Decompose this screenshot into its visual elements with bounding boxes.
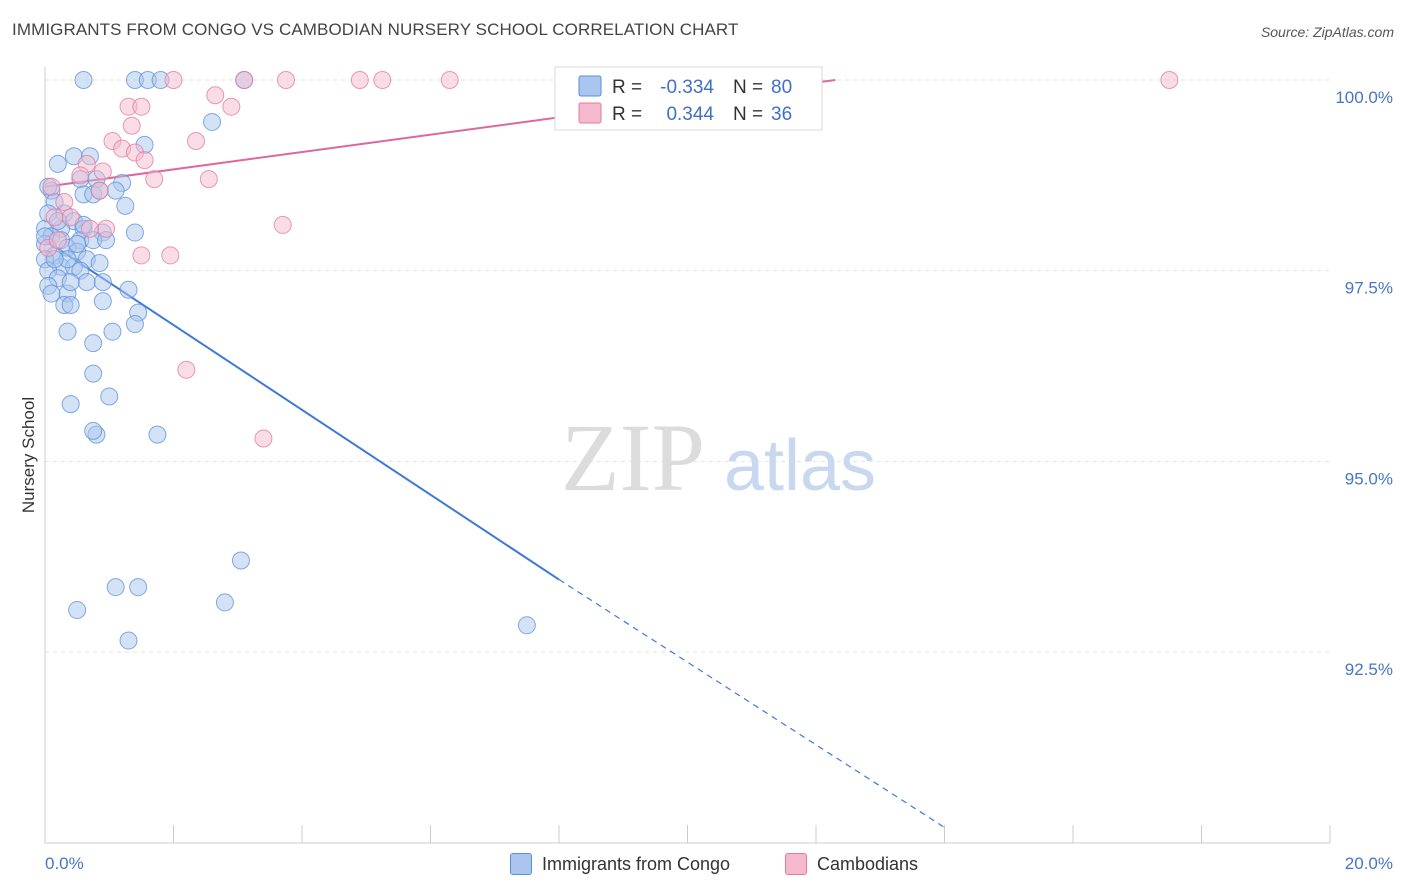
congo-point-77 <box>42 284 61 303</box>
cambodians-point-3 <box>350 71 369 89</box>
cambodians-point-20 <box>145 170 164 189</box>
x-tick-max: 20.0% <box>1345 854 1393 873</box>
cambodians-point-26 <box>97 219 116 238</box>
congo-point-56 <box>84 364 103 383</box>
y-tick-label-2: 95.0% <box>1345 469 1393 488</box>
legend-r-label-congo: R = <box>612 77 642 98</box>
congo-point-17 <box>116 196 135 215</box>
congo-point-50 <box>61 295 80 314</box>
legend-r-value-cambodians: 0.344 <box>666 104 714 125</box>
legend-n-value-cambodians: 36 <box>771 104 792 125</box>
watermark: ZIP atlas <box>561 404 876 511</box>
cambodians-point-30 <box>177 360 196 379</box>
watermark-zip: ZIP <box>561 404 705 511</box>
cambodians-point-6 <box>1160 71 1179 89</box>
y-tick-label-0: 100.0% <box>1335 88 1393 107</box>
cambodians-point-16 <box>135 151 154 170</box>
congo-point-43 <box>77 273 96 292</box>
cambodians-point-35 <box>93 162 112 181</box>
cambodians-point-1 <box>235 71 254 89</box>
congo-point-60 <box>84 421 103 440</box>
congo-point-68 <box>517 616 536 635</box>
cambodians-point-11 <box>122 116 141 135</box>
legend-label-congo: Immigrants from Congo <box>542 853 731 874</box>
legend-item-cambodians[interactable]: Cambodians <box>785 852 918 876</box>
cambodians-point-28 <box>161 246 180 265</box>
legend-r-value-congo: -0.334 <box>660 77 714 98</box>
legend-swatch-congo-bottom <box>510 853 532 875</box>
correlation-legend: R = -0.334 N = 80 R = 0.344 N = 36 <box>554 66 823 131</box>
congo-point-79 <box>68 234 87 253</box>
congo-point-7 <box>48 154 67 173</box>
legend-swatch-cambodians <box>578 102 602 124</box>
congo-point-58 <box>61 395 80 414</box>
congo-point-44 <box>93 273 112 292</box>
legend-item-congo[interactable]: Immigrants from Congo <box>510 852 730 876</box>
cambodians-point-0 <box>164 71 183 89</box>
congo-point-62 <box>231 551 250 570</box>
x-tick-labels: 0.0% 20.0% <box>45 854 1393 873</box>
congo-point-61 <box>148 425 167 444</box>
cambodians-point-5 <box>440 71 459 89</box>
cambodians-point-23 <box>45 208 64 227</box>
cambodians-point-32 <box>42 177 61 196</box>
cambodians-point-24 <box>61 208 80 227</box>
congo-point-16 <box>106 181 125 200</box>
legend-label-cambodians: Cambodians <box>817 853 919 874</box>
congo-point-52 <box>125 315 144 334</box>
congo-point-36 <box>90 254 109 273</box>
y-tick-label-1: 97.5% <box>1345 279 1393 298</box>
cambodians-point-19 <box>199 170 218 189</box>
congo-point-45 <box>119 280 138 299</box>
cambodians-point-34 <box>80 219 99 238</box>
source-label: Source: ZipAtlas.com <box>1260 24 1394 40</box>
legend-swatch-cambodians-bottom <box>785 853 807 875</box>
congo-point-63 <box>106 578 125 597</box>
x-tick-min: 0.0% <box>45 854 84 873</box>
legend-n-label-congo: N = <box>733 77 763 98</box>
chart-title: IMMIGRANTS FROM CONGO VS CAMBODIAN NURSE… <box>12 20 739 39</box>
congo-point-57 <box>100 387 119 406</box>
cambodians-point-9 <box>132 97 151 116</box>
congo-point-0 <box>74 71 93 89</box>
y-tick-labels: 100.0% 97.5% 95.0% 92.5% <box>1335 88 1393 679</box>
congo-point-55 <box>84 334 103 353</box>
congo-point-5 <box>203 112 222 131</box>
cambodians-point-4 <box>373 71 392 89</box>
legend-swatch-congo <box>578 75 602 97</box>
legend-n-value-congo: 80 <box>771 77 792 98</box>
congo-point-48 <box>93 292 112 311</box>
legend-r-label-cambodians: R = <box>612 104 642 125</box>
cambodians-point-33 <box>48 231 67 250</box>
congo-point-67 <box>119 631 138 650</box>
watermark-atlas: atlas <box>724 426 876 506</box>
cambodians-point-7 <box>206 86 225 105</box>
congo-point-54 <box>103 322 122 341</box>
congo-point-53 <box>58 322 77 341</box>
cambodians-point-13 <box>186 132 205 151</box>
cambodians-point-25 <box>273 215 292 234</box>
congo-point-64 <box>129 578 148 597</box>
cambodians-point-22 <box>55 193 74 212</box>
data-points <box>36 71 1179 650</box>
y-tick-label-3: 92.5% <box>1345 660 1393 679</box>
congo-point-76 <box>61 273 80 292</box>
congo-point-25 <box>125 223 144 242</box>
cambodians-point-21 <box>90 181 109 200</box>
cambodians-point-18 <box>71 166 90 185</box>
y-axis-label: Nursery School <box>19 397 38 513</box>
cambodians-point-27 <box>132 246 151 265</box>
cambodians-point-2 <box>276 71 295 89</box>
congo-point-65 <box>68 601 87 620</box>
cambodians-point-10 <box>222 97 241 116</box>
congo-trend-extension <box>558 579 945 828</box>
legend-n-label-cambodians: N = <box>733 104 763 125</box>
congo-point-66 <box>215 593 234 612</box>
cambodians-point-31 <box>254 429 273 448</box>
